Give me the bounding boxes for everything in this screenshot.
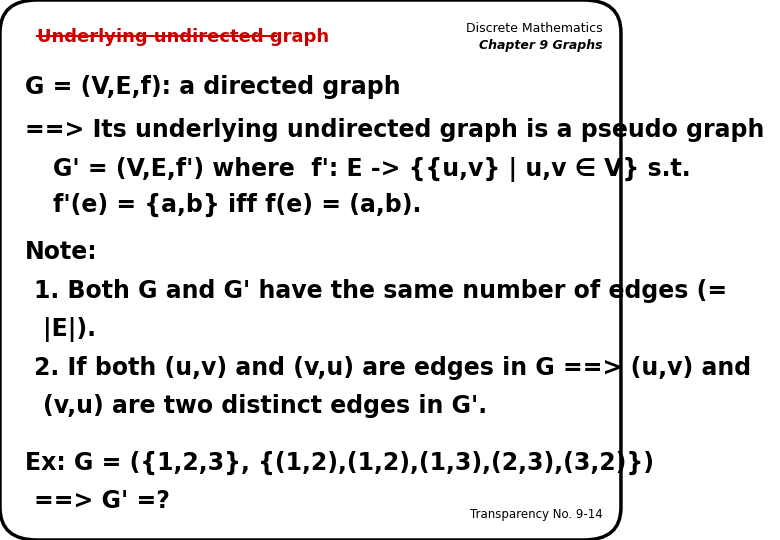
Text: Chapter 9 Graphs: Chapter 9 Graphs — [479, 39, 602, 52]
FancyBboxPatch shape — [0, 0, 621, 540]
Text: G' = (V,E,f') where  f': E -> {{u,v} | u,v ∈ V} s.t.: G' = (V,E,f') where f': E -> {{u,v} | u,… — [53, 157, 690, 181]
Text: |E|).: |E|). — [44, 317, 97, 342]
Text: ==> Its underlying undirected graph is a pseudo graph: ==> Its underlying undirected graph is a… — [25, 118, 764, 141]
Text: Underlying undirected graph: Underlying undirected graph — [37, 28, 329, 46]
Text: Note:: Note: — [25, 240, 98, 264]
Text: 2. If both (u,v) and (v,u) are edges in G ==> (u,v) and: 2. If both (u,v) and (v,u) are edges in … — [34, 356, 751, 380]
Text: (v,u) are two distinct edges in G'.: (v,u) are two distinct edges in G'. — [44, 394, 487, 418]
Text: Discrete Mathematics: Discrete Mathematics — [466, 22, 602, 35]
Text: ==> G' =?: ==> G' =? — [34, 489, 170, 512]
Text: G = (V,E,f): a directed graph: G = (V,E,f): a directed graph — [25, 75, 400, 98]
Text: Transparency No. 9-14: Transparency No. 9-14 — [470, 508, 602, 521]
Text: 1. Both G and G' have the same number of edges (=: 1. Both G and G' have the same number of… — [34, 279, 727, 303]
Text: Ex: G = ({1,2,3}, {(1,2),(1,2),(1,3),(2,3),(3,2)}): Ex: G = ({1,2,3}, {(1,2),(1,2),(1,3),(2,… — [25, 451, 654, 475]
Text: f'(e) = {a,b} iff f(e) = (a,b).: f'(e) = {a,b} iff f(e) = (a,b). — [53, 193, 421, 217]
